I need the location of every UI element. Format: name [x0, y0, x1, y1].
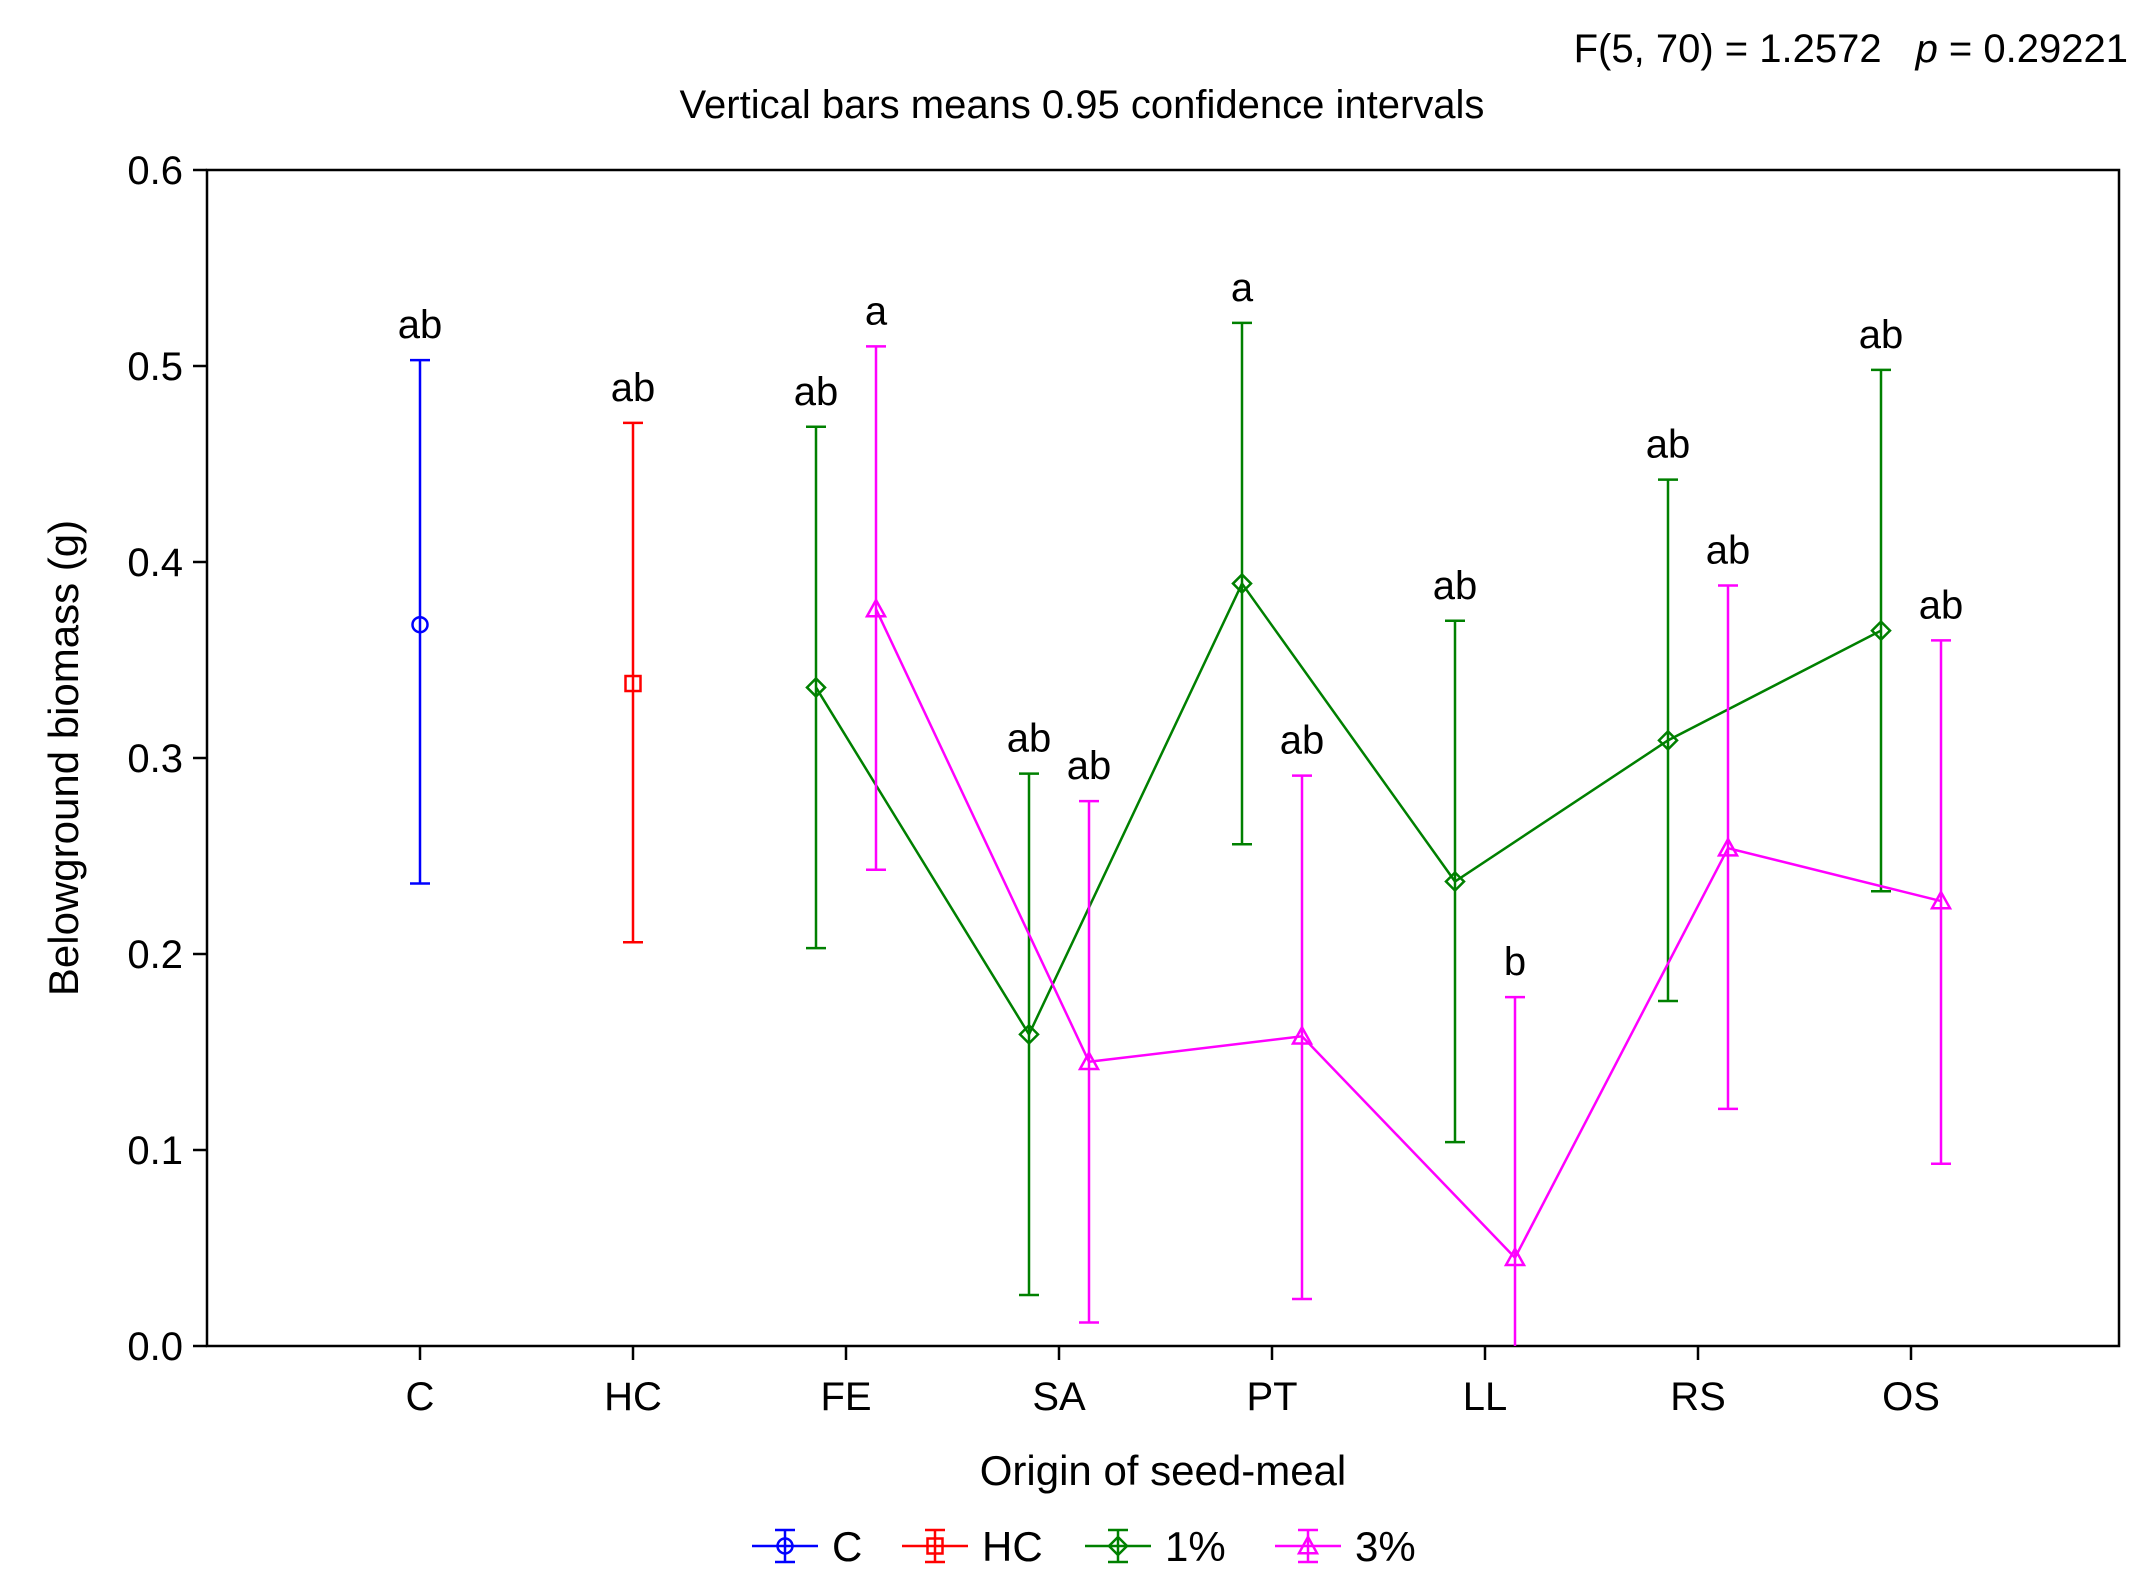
legend-marker — [1107, 1535, 1129, 1557]
significance-letter: ab — [398, 303, 443, 347]
y-axis-title: Belowground biomass (g) — [40, 520, 87, 996]
significance-letter: ab — [1646, 423, 1691, 467]
series-3pct — [864, 345, 1953, 1346]
chart-title: Vertical bars means 0.95 confidence inte… — [680, 83, 1485, 127]
x-axis-title: Origin of seed-meal — [980, 1447, 1347, 1494]
mean-marker — [805, 676, 827, 699]
mean-marker — [1657, 729, 1679, 752]
significance-letter: b — [1504, 940, 1526, 984]
significance-letter: ab — [1007, 717, 1052, 761]
x-axis: C HC FE SA PT LL RS OS — [406, 1346, 1940, 1419]
mean-marker — [624, 674, 642, 693]
legend-label: HC — [982, 1523, 1043, 1570]
y-tick-label: 0.4 — [127, 541, 183, 585]
legend-item: 1% — [1085, 1523, 1226, 1570]
legend-item: HC — [902, 1523, 1043, 1570]
x-tick-label: LL — [1463, 1375, 1508, 1419]
legend-label: 3% — [1355, 1523, 1416, 1570]
significance-letter: ab — [794, 370, 839, 414]
y-tick-label: 0.1 — [127, 1129, 183, 1173]
significance-letter: ab — [1433, 564, 1478, 608]
legend-item: C — [752, 1523, 862, 1570]
series-line — [874, 608, 1942, 1260]
significance-letter: ab — [1280, 719, 1325, 763]
significance-letter: ab — [1919, 583, 1964, 627]
series-hc — [623, 421, 643, 944]
mean-marker — [1231, 572, 1253, 595]
mean-marker — [1870, 619, 1892, 642]
x-tick-label: OS — [1882, 1375, 1940, 1419]
mean-marker — [411, 615, 429, 634]
series-line — [814, 581, 1882, 1037]
mean-marker — [1018, 1023, 1040, 1046]
stat-annotation: F(5, 70) = 1.2572 p = 0.29221 — [1574, 27, 2128, 71]
legend-marker — [776, 1537, 794, 1555]
y-tick-label: 0.0 — [127, 1325, 183, 1369]
legend-marker — [926, 1537, 944, 1555]
legend-label: 1% — [1165, 1523, 1226, 1570]
x-tick-label: FE — [820, 1375, 871, 1419]
x-tick-label: C — [406, 1375, 435, 1419]
significance-letter: a — [1231, 266, 1254, 310]
significance-letter: ab — [1859, 313, 1904, 357]
x-tick-label: PT — [1246, 1375, 1297, 1419]
mean-marker — [1929, 889, 1953, 910]
y-axis: 0.0 0.1 0.2 0.3 0.4 0.5 0.6 — [127, 149, 207, 1369]
significance-letter: ab — [1067, 744, 1112, 788]
x-tick-label: SA — [1032, 1375, 1086, 1419]
plot-frame — [205, 168, 2121, 1348]
significance-letter: a — [865, 289, 888, 333]
x-tick-label: RS — [1670, 1375, 1726, 1419]
legend-item: 3% — [1275, 1523, 1416, 1570]
significance-letter: ab — [1706, 529, 1751, 573]
y-tick-label: 0.3 — [127, 737, 183, 781]
legend-label: C — [832, 1523, 862, 1570]
mean-marker — [864, 597, 888, 618]
mean-marker — [1290, 1024, 1314, 1045]
mean-marker — [1077, 1050, 1101, 1071]
series-1pct — [805, 321, 1892, 1297]
legend-marker — [1296, 1534, 1320, 1555]
y-tick-label: 0.2 — [127, 933, 183, 977]
significance-letter: ab — [611, 366, 656, 410]
mean-marker — [1716, 836, 1740, 857]
x-tick-label: HC — [604, 1375, 662, 1419]
series-c — [410, 358, 430, 885]
legend: C HC 1% 3% — [752, 1523, 1416, 1570]
y-tick-label: 0.6 — [127, 149, 183, 193]
mean-marker — [1444, 870, 1466, 893]
mean-marker — [1503, 1246, 1527, 1267]
y-tick-label: 0.5 — [127, 345, 183, 389]
